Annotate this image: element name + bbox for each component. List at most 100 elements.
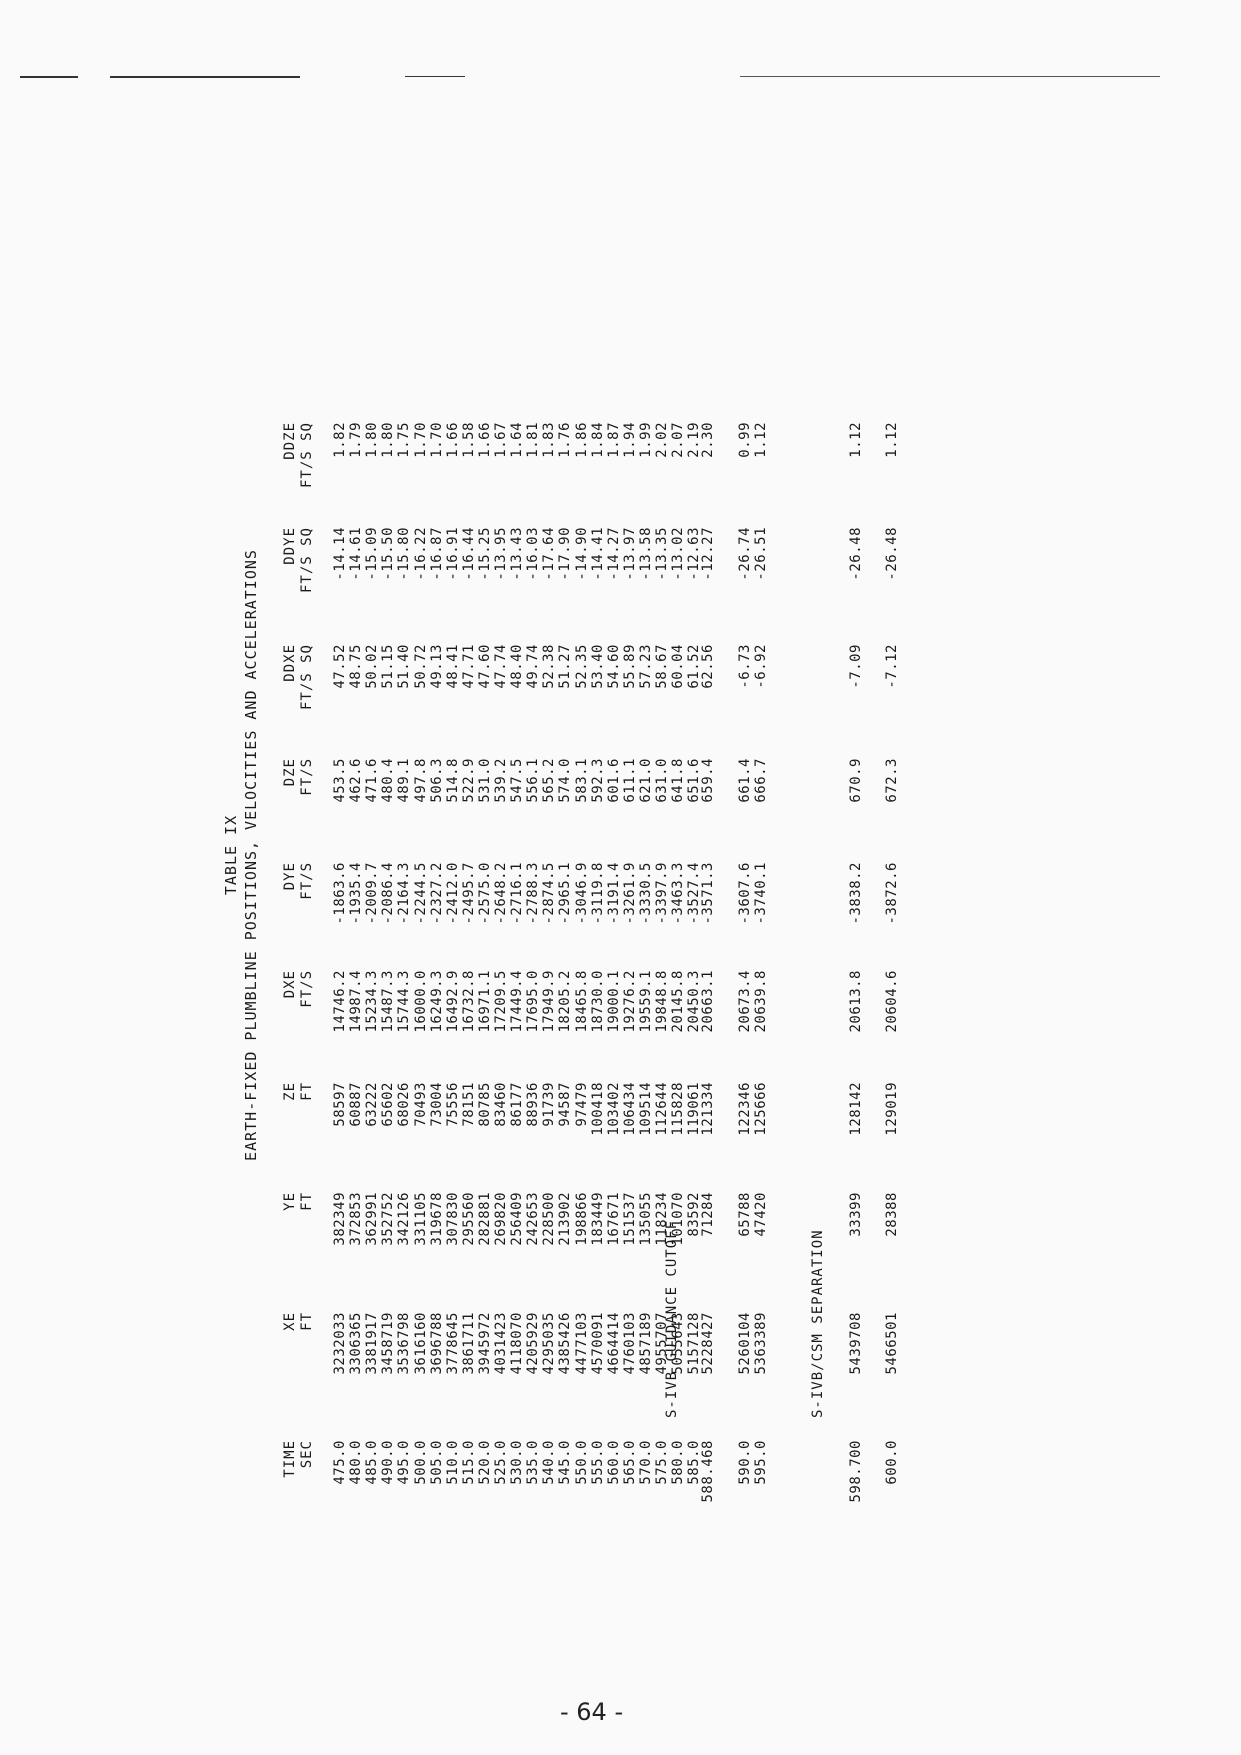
table-cell: 1.70 — [428, 422, 445, 458]
scan-line — [20, 76, 78, 78]
table-cell: 570.0 — [637, 1440, 654, 1485]
table-cell: 672.3 — [884, 758, 900, 803]
table-cell: 75556 — [444, 1082, 461, 1127]
table-cell: -15.09 — [364, 527, 381, 581]
table-cell: 600.0 — [884, 1440, 900, 1485]
table-cell: 295560 — [460, 1192, 477, 1246]
table-cell: 362991 — [364, 1192, 381, 1246]
table-cell: 1.99 — [637, 422, 654, 458]
table-cell: 510.0 — [444, 1440, 461, 1485]
table-cell: 3232033 — [332, 1312, 348, 1375]
table-cell: 16249.3 — [428, 970, 445, 1033]
table-cell: 122346 — [737, 1082, 753, 1136]
table-cell: 3861711 — [460, 1312, 477, 1375]
section-label: S-IVB GUIDANCE CUTOFF — [664, 1219, 680, 1418]
table-cell: 97479 — [573, 1082, 590, 1127]
table-cell: 574.0 — [557, 758, 574, 803]
column-header: YE FT — [282, 1192, 316, 1302]
table-cell: 16732.8 — [460, 970, 477, 1033]
table-cell: -13.35 — [654, 527, 670, 581]
table-cell: -16.44 — [460, 527, 477, 581]
table-cell: 621.0 — [637, 758, 654, 803]
table-cell: 515.0 — [460, 1440, 477, 1485]
table-cell: -2412.0 — [444, 862, 461, 925]
table-title: TABLE IX — [222, 814, 240, 896]
table-cell: 103402 — [605, 1082, 622, 1136]
table-cell: 4205929 — [525, 1312, 542, 1375]
column-header: XE FT — [282, 1312, 316, 1422]
table-cell: -17.64 — [541, 527, 558, 581]
table-cell: 372853 — [348, 1192, 365, 1246]
scan-line — [405, 76, 465, 77]
table-cell: 20604.6 — [884, 970, 900, 1033]
table-cell: 1.66 — [476, 422, 493, 458]
page-number: - 64 - — [560, 1698, 624, 1726]
table-cell: 4031423 — [493, 1312, 509, 1375]
table-cell: 20613.8 — [848, 970, 864, 1033]
table-cell: 4477103 — [573, 1312, 590, 1375]
table-cell: 583.1 — [573, 758, 590, 803]
table-cell: 47420 — [753, 1192, 769, 1237]
table-cell: 545.0 — [557, 1440, 574, 1485]
table-cell: 15744.3 — [396, 970, 413, 1033]
table-cell: 514.8 — [444, 758, 461, 803]
table-cell: -2164.3 — [396, 862, 413, 925]
table-cell: 17449.4 — [509, 970, 526, 1033]
table-cell: 1.12 — [848, 422, 864, 458]
table-cell: 151537 — [621, 1192, 638, 1246]
column-unit: FT/S SQ — [299, 422, 315, 489]
table-cell: 135055 — [637, 1192, 654, 1246]
table-cell: 65788 — [737, 1192, 753, 1237]
table-cell: 0.99 — [737, 422, 753, 458]
column-name: YE — [282, 1192, 298, 1211]
column-header: ZE FT — [282, 1082, 316, 1192]
table-cell: 540.0 — [541, 1440, 558, 1485]
table-cell: 47.74 — [493, 644, 509, 689]
table-cell: 331105 — [412, 1192, 429, 1246]
table-cell: 480.0 — [348, 1440, 365, 1485]
column-unit: SEC — [299, 1440, 315, 1469]
table-cell: -7.09 — [848, 644, 864, 689]
table-cell: 14987.4 — [348, 970, 365, 1033]
table-cell: 3696788 — [428, 1312, 445, 1375]
table-cell: 63222 — [364, 1082, 381, 1127]
table-cell: 91739 — [541, 1082, 558, 1127]
table-cell: 659.4 — [700, 758, 716, 803]
table-cell: 183449 — [589, 1192, 606, 1246]
table-cell: 52.35 — [573, 644, 590, 689]
table-cell: 20663.1 — [700, 970, 716, 1033]
table-cell: 55.89 — [621, 644, 638, 689]
table-cell: -2965.1 — [557, 862, 574, 925]
table-cell: -14.90 — [573, 527, 590, 581]
table-cell: -2495.7 — [460, 862, 477, 925]
table-cell: 590.0 — [737, 1440, 753, 1485]
table-cell: 70493 — [412, 1082, 429, 1127]
table-cell: 5466501 — [884, 1312, 900, 1375]
table-cell: 3778645 — [444, 1312, 461, 1375]
table-cell: -16.22 — [412, 527, 429, 581]
table-cell: 80785 — [476, 1082, 493, 1127]
column-header: TIME SEC — [282, 1440, 316, 1550]
table-cell: 60.04 — [670, 644, 687, 689]
table-cell: 19848.8 — [654, 970, 670, 1033]
table-cell: 565.0 — [621, 1440, 638, 1485]
column-header: DZE FT/S — [282, 758, 316, 868]
table-cell: 1.94 — [621, 422, 638, 458]
table-cell: 3306365 — [348, 1312, 365, 1375]
table-cell: -3119.8 — [589, 862, 606, 925]
table-cell: 307830 — [444, 1192, 461, 1246]
column-unit: FT/S — [299, 758, 315, 796]
table-cell: 565.2 — [541, 758, 558, 803]
table-cell: 57.23 — [637, 644, 654, 689]
table-cell: 17949.9 — [541, 970, 558, 1033]
table-cell: 4295035 — [541, 1312, 558, 1375]
table-cell: 4570091 — [589, 1312, 606, 1375]
table-cell: 68026 — [396, 1082, 413, 1127]
table-cell: -2648.2 — [493, 862, 509, 925]
table-cell: 17695.0 — [525, 970, 542, 1033]
table-cell: 1.12 — [884, 422, 900, 458]
table-cell: 20639.8 — [753, 970, 769, 1033]
column-name: DXE — [282, 970, 298, 999]
table-cell: 65602 — [380, 1082, 397, 1127]
table-cell: 19000.1 — [605, 970, 622, 1033]
